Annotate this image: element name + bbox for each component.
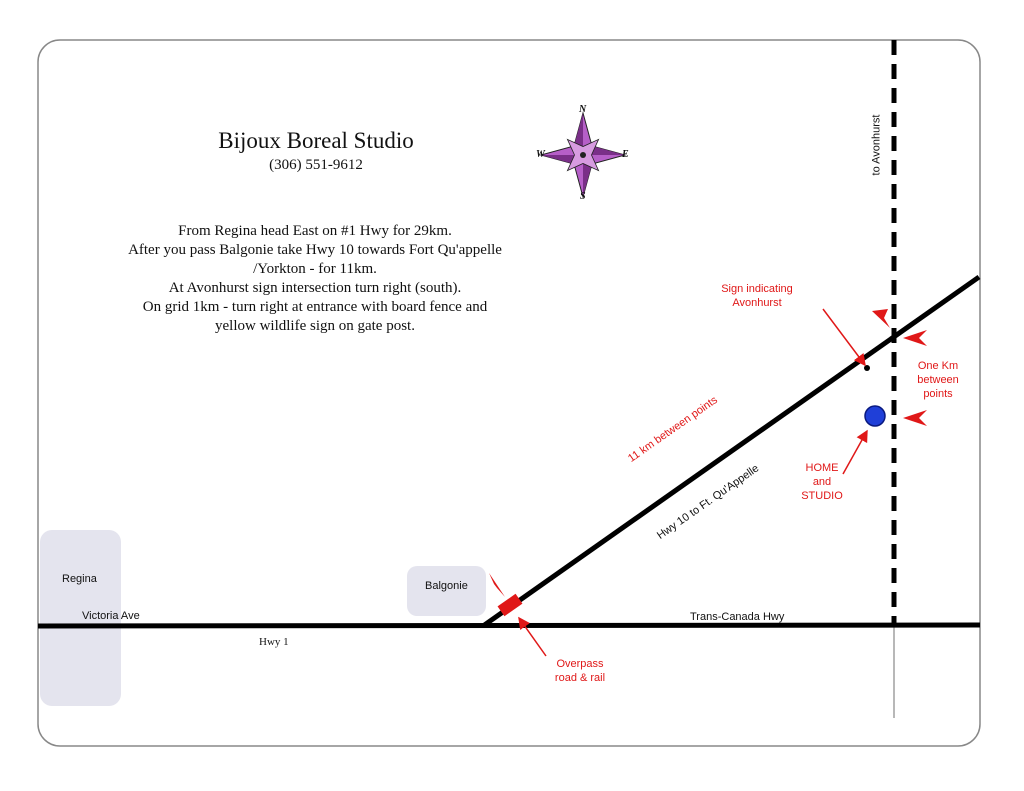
one-km-arrow-bottom-icon bbox=[903, 410, 927, 426]
overpass-label: Overpass road & rail bbox=[540, 657, 620, 685]
home-studio-marker bbox=[864, 405, 886, 427]
one-km-line: One Km bbox=[917, 360, 959, 372]
overpass-label-line: road & rail bbox=[554, 672, 606, 684]
victoria-ave-label: Victoria Ave bbox=[82, 610, 140, 622]
one-km-arrow-top-icon bbox=[903, 330, 927, 346]
balgonie-area bbox=[407, 566, 486, 616]
intersection-arrow-icon bbox=[872, 309, 890, 328]
directions-line: From Regina head East on #1 Hwy for 29km… bbox=[178, 223, 452, 239]
regina-label: Regina bbox=[62, 573, 97, 585]
home-label-line: HOME bbox=[805, 462, 839, 474]
one-km-line: between bbox=[917, 374, 959, 386]
overpass-pointer-arrow bbox=[518, 616, 547, 657]
to-avonhurst-label: to Avonhurst bbox=[870, 114, 883, 176]
compass-north: N bbox=[579, 104, 587, 115]
balgonie-label: Balgonie bbox=[425, 580, 468, 592]
directions-line: yellow wildlife sign on gate post. bbox=[215, 318, 415, 334]
directions-text: From Regina head East on #1 Hwy for 29km… bbox=[60, 222, 570, 336]
directions-line: After you pass Balgonie take Hwy 10 towa… bbox=[128, 242, 502, 258]
avonhurst-sign-dot bbox=[864, 365, 870, 371]
home-label-line: STUDIO bbox=[801, 490, 843, 502]
one-km-line: points bbox=[923, 388, 953, 400]
home-label-line: and bbox=[812, 476, 832, 488]
home-pointer-arrow bbox=[842, 429, 868, 475]
hwy1-label: Hwy 1 bbox=[259, 636, 289, 648]
sign-label-line: Sign indicating bbox=[721, 283, 793, 295]
one-km-label: One Km between points bbox=[908, 359, 968, 401]
directions-line: /Yorkton - for 11km. bbox=[253, 261, 377, 277]
trans-canada-label: Trans-Canada Hwy bbox=[690, 611, 785, 623]
map-border bbox=[37, 39, 981, 747]
hwy1-road bbox=[37, 622, 981, 629]
compass-south: S bbox=[580, 191, 586, 202]
regina-area bbox=[40, 530, 121, 706]
compass-rose-icon bbox=[539, 111, 627, 199]
overpass-arrow-icon bbox=[489, 573, 505, 597]
overpass-label-line: Overpass bbox=[556, 658, 604, 670]
compass-east: E bbox=[622, 149, 629, 160]
overpass-marker bbox=[497, 593, 523, 617]
directions-line: At Avonhurst sign intersection turn righ… bbox=[168, 280, 462, 296]
sign-indicating-label: Sign indicating Avonhurst bbox=[705, 282, 809, 310]
sign-label-line: Avonhurst bbox=[732, 297, 782, 309]
sign-pointer-arrow bbox=[822, 308, 866, 367]
studio-phone: (306) 551-9612 bbox=[269, 157, 363, 173]
studio-title: Bijoux Boreal Studio bbox=[218, 128, 414, 153]
home-studio-label: HOME and STUDIO bbox=[790, 461, 854, 503]
directions-line: On grid 1km - turn right at entrance wit… bbox=[142, 299, 488, 315]
compass-west: W bbox=[536, 149, 545, 160]
